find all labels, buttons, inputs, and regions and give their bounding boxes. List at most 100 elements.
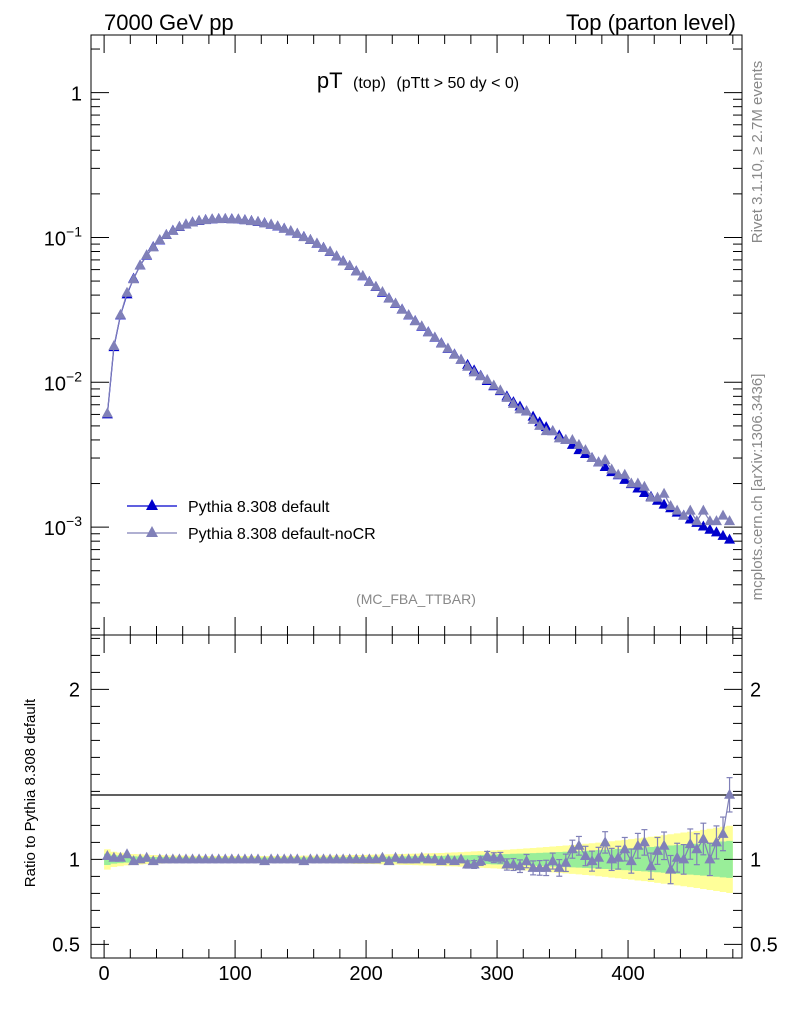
ratio-point-nocr [612,851,624,862]
ratio-point-nocr [573,839,585,850]
ratio-point-nocr [586,855,598,866]
data-point-nocr [403,309,415,320]
data-point-nocr [265,218,277,229]
data-point-nocr [606,463,618,474]
x-tick-label: 200 [349,963,382,985]
data-point-nocr [285,225,297,236]
ratio-point-nocr [632,839,644,850]
ratio-tick-labels: 2 2 1 1 0.5 0.5 0 100 200 300 400 [52,679,778,985]
data-point-nocr [344,259,356,270]
data-point-nocr [455,353,467,364]
data-point-nocr [134,259,146,270]
x-tick-label: 100 [218,963,251,985]
data-point-nocr [422,326,434,337]
ratio-point-nocr [691,843,703,854]
ratio-point-nocr [481,850,493,860]
ratio-point-nocr [704,853,716,864]
ratio-point-nocr [547,855,559,866]
data-point-default [619,473,631,484]
data-point-nocr [665,499,677,510]
data-point-nocr [468,366,480,377]
ratio-point-nocr [291,853,303,864]
data-point-nocr [553,432,565,443]
ratio-point-nocr [101,850,113,860]
data-point-nocr [409,315,421,326]
rivet-label: Rivet 3.1.10, ≥ 2.7M events [749,61,766,244]
ratio-point-nocr [638,836,650,847]
data-point-nocr [488,379,500,390]
main-panel: 1 10−1 10−2 10−3 [44,34,743,636]
data-point-nocr [579,444,591,455]
data-point-nocr [429,331,441,342]
data-point-nocr [481,373,493,384]
ratio-point-nocr [416,851,428,862]
ratio-point-nocr [429,853,441,864]
ratio-point-nocr [494,851,506,862]
data-point-nocr [114,308,126,319]
data-point-nocr [671,504,683,515]
ratio-point-nocr [442,853,454,864]
data-point-nocr [521,405,533,416]
data-point-nocr [383,292,395,303]
ratio-axis-ticks [91,635,742,958]
main-series [101,212,736,544]
ratio-point-nocr [665,863,677,874]
ratio-y-label-right: 1 [750,849,761,871]
analysis-tag: (MC_FBA_TTBAR) [356,591,476,607]
legend-label-nocr: Pythia 8.308 default-noCR [188,526,376,543]
ratio-point-nocr [455,853,467,864]
legend-marker-default [146,499,158,510]
data-point-nocr [272,220,284,231]
data-point-nocr [638,480,650,491]
data-point-nocr [710,515,722,526]
ratio-point-nocr [684,838,696,849]
y-tick-label: 10−3 [44,513,82,540]
x-tick-label: 0 [99,963,110,985]
data-point-nocr [167,224,179,235]
ratio-point-nocr [697,833,709,843]
ratio-point-nocr [717,827,729,838]
ratio-ylabel: Ratio to Pythia 8.308 default [22,698,39,887]
legend-label-default: Pythia 8.308 default [188,499,330,516]
legend: Pythia 8.308 default Pythia 8.308 defaul… [127,499,376,543]
data-point-nocr [658,487,670,498]
data-point-nocr [678,509,690,520]
data-point-default [697,520,709,531]
ratio-point-nocr [383,855,395,866]
data-point-nocr [566,433,578,444]
ratio-y-label-right: 0.5 [750,934,778,956]
data-point-nocr [619,468,631,479]
data-point-nocr [586,452,598,463]
data-point-nocr [141,249,153,260]
data-point-nocr [691,515,703,526]
data-point-default [704,523,716,534]
ratio-point-nocr [252,853,264,864]
data-point-nocr [259,217,271,228]
ratio-point-nocr [521,855,533,866]
data-point-nocr [684,504,696,515]
data-point-default [684,513,696,524]
ratio-point-nocr [599,836,611,847]
data-point-nocr [331,250,343,261]
data-point-nocr [298,231,310,242]
ratio-y-label-left: 2 [69,679,80,701]
data-point-nocr [462,360,474,371]
title-sub1: (top) [353,75,386,92]
data-point-default [717,529,729,540]
main-y-tick-labels: 1 10−1 10−2 10−3 [44,84,82,541]
data-point-nocr [318,241,329,252]
y-tick-label: 1 [71,84,82,106]
data-point-nocr [291,227,303,238]
x-tick-label: 300 [480,963,513,985]
ratio-panel: 2 2 1 1 0.5 0.5 0 100 200 300 400 [52,634,778,985]
data-point-nocr [128,273,140,284]
data-point-nocr [278,222,290,233]
ratio-point-nocr [553,861,565,872]
data-point-nocr [239,214,251,225]
data-point-nocr [717,509,729,520]
data-point-nocr [652,491,664,502]
data-point-nocr [245,215,257,226]
data-point-nocr [494,384,506,395]
data-point-nocr [416,320,428,331]
